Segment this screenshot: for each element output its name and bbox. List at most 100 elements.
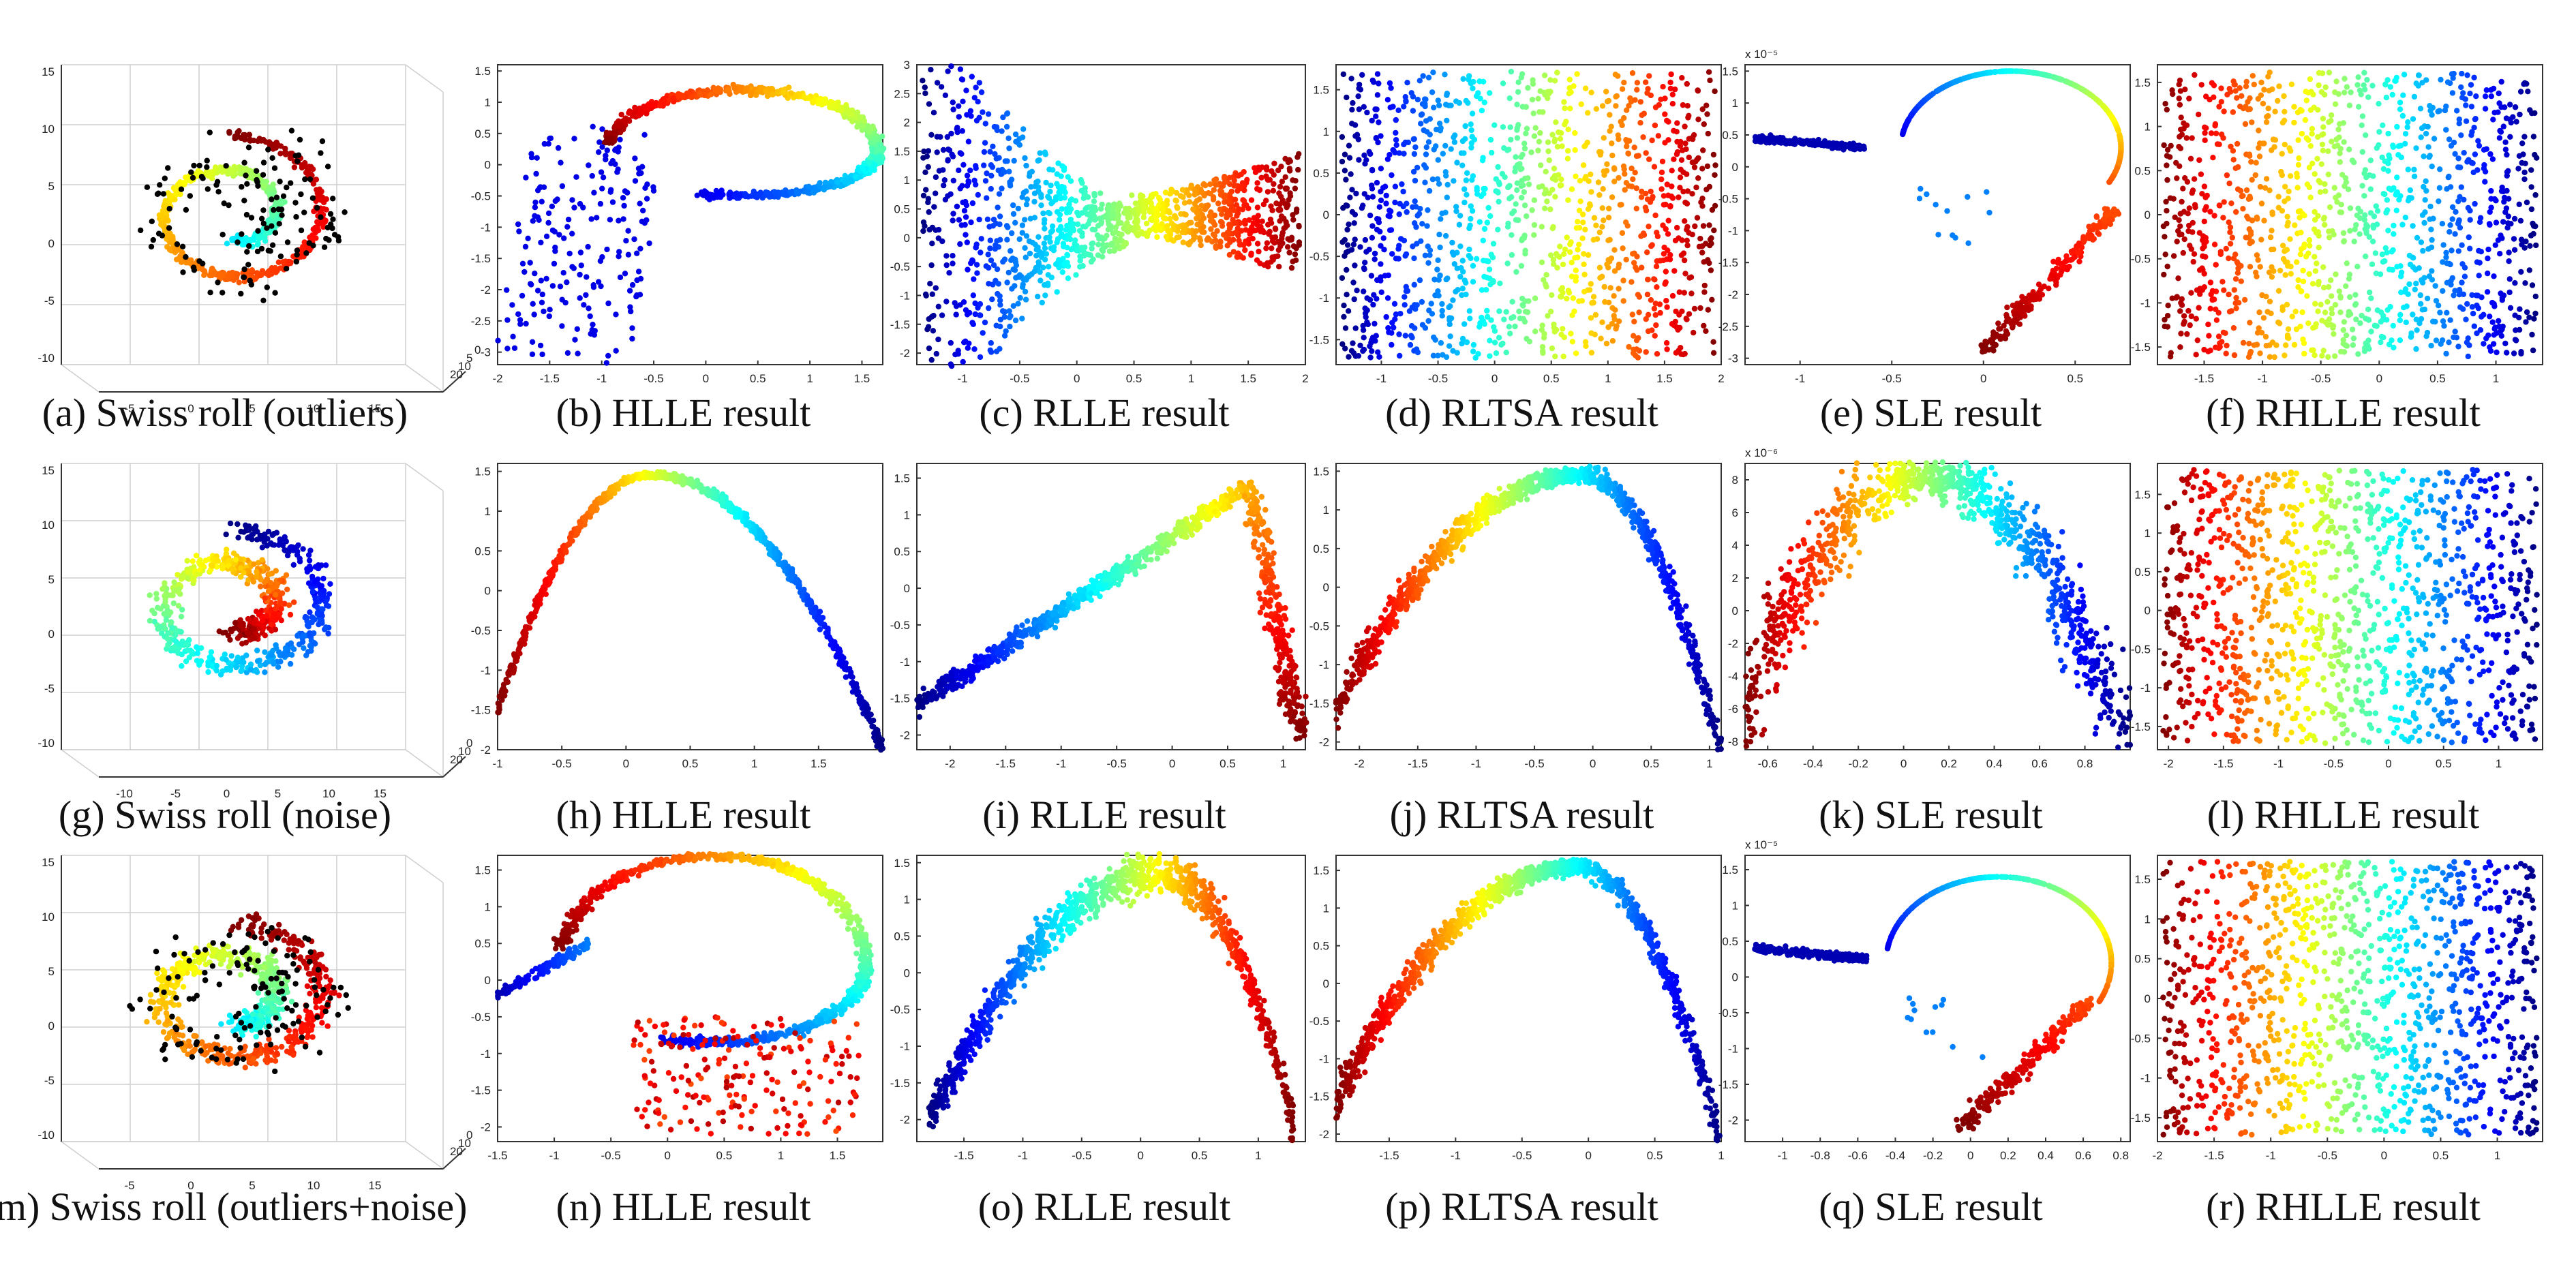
scatter-point: [517, 317, 524, 323]
scatter-point: [1206, 236, 1212, 243]
scatter-point: [1091, 198, 1097, 204]
scatter-point: [1140, 193, 1146, 200]
scatter-point: [254, 168, 260, 174]
scatter-point: [1554, 251, 1560, 257]
scatter-point: [1444, 275, 1451, 281]
scatter-point: [1348, 76, 1354, 82]
scatter-point: [926, 345, 933, 352]
scatter-point: [1493, 350, 1500, 356]
scatter-point: [1622, 171, 1628, 177]
scatter-point: [635, 269, 642, 275]
scatter-point: [1593, 222, 1599, 228]
scatter-point: [1278, 213, 1285, 219]
scatter-point: [1588, 315, 1594, 321]
scatter-point: [226, 129, 232, 136]
scatter-point: [1054, 171, 1061, 177]
scatter-point: [236, 128, 242, 134]
scatter-point: [1367, 151, 1374, 157]
scatter-point: [990, 216, 997, 223]
xtick-label: 0: [1980, 372, 1986, 385]
scatter-point: [1040, 264, 1046, 271]
scatter-point: [1683, 146, 1689, 153]
scatter-point: [538, 277, 544, 284]
scatter-point: [1355, 93, 1361, 100]
scatter-point: [571, 265, 577, 271]
scatter-point: [1388, 85, 1394, 91]
scatter-point: [1564, 234, 1570, 241]
scatter-point: [1057, 195, 1064, 202]
scatter-point: [925, 324, 932, 330]
scatter-point: [1369, 348, 1375, 354]
scatter-point: [1509, 251, 1515, 258]
scatter-point: [960, 162, 967, 168]
scatter-point: [939, 238, 945, 245]
scatter-point: [1004, 110, 1011, 117]
scatter-point: [1688, 290, 1695, 296]
scatter-point: [1183, 211, 1189, 218]
scatter-point: [1286, 157, 1292, 163]
scatter-point: [318, 150, 324, 156]
scatter-point: [1381, 247, 1387, 253]
scatter-point: [1042, 282, 1048, 288]
scatter-point: [1411, 136, 1417, 142]
scatter-point: [972, 311, 979, 318]
scatter-point: [1422, 325, 1429, 331]
scatter-point: [1706, 183, 1713, 190]
scatter-point: [310, 243, 316, 249]
scatter-point: [1089, 204, 1095, 210]
scatter-point: [158, 215, 164, 221]
scatter-point: [1020, 134, 1026, 140]
scatter-point: [598, 283, 604, 290]
scatter-point: [267, 248, 273, 254]
scatter-point: [1424, 129, 1430, 135]
scatter-point: [1387, 80, 1393, 87]
scatter-point: [1693, 184, 1699, 191]
scatter-point: [874, 147, 881, 154]
scatter-point: [1392, 199, 1398, 206]
scatter-point: [1570, 295, 1576, 301]
scatter-point: [1703, 328, 1709, 334]
scatter-point: [1599, 103, 1606, 109]
scatter-point: [1198, 219, 1204, 225]
scatter-point: [515, 311, 521, 318]
scatter-point: [1439, 307, 1445, 314]
scatter-point: [617, 136, 623, 142]
scatter-point: [975, 192, 982, 198]
scatter-point: [821, 187, 828, 193]
scatter-point: [927, 281, 933, 287]
scatter-point: [963, 338, 969, 344]
scatter-point: [1470, 279, 1476, 285]
scatter-point: [638, 170, 644, 177]
scatter-point: [960, 358, 966, 365]
scatter-point: [621, 202, 627, 209]
scatter-point: [1664, 346, 1670, 352]
scatter-point: [1531, 222, 1538, 228]
scatter-point: [969, 258, 976, 264]
scatter-point: [1344, 94, 1350, 101]
scatter-point: [1525, 175, 1531, 181]
scatter-point: [990, 143, 996, 149]
scatter-point: [701, 189, 708, 196]
scatter-point: [977, 354, 984, 361]
scatter-point: [1531, 197, 1538, 203]
scatter-point: [1684, 237, 1690, 243]
scatter-point: [1438, 340, 1444, 346]
scatter-point: [1250, 220, 1257, 226]
scatter-point: [1258, 228, 1264, 234]
scatter-point: [1995, 320, 2001, 326]
scatter-point: [1377, 228, 1383, 234]
scatter-point: [1360, 327, 1367, 333]
scatter-point: [982, 178, 989, 184]
scatter-point: [1686, 154, 1692, 161]
scatter-point: [1558, 294, 1564, 300]
scatter-point: [1092, 217, 1098, 223]
scatter-point: [200, 175, 206, 181]
scatter-point: [1378, 133, 1384, 139]
scatter-point: [1401, 151, 1407, 157]
scatter-point: [1710, 350, 1717, 356]
scatter-point: [2095, 230, 2101, 236]
scatter-point: [957, 241, 963, 247]
scatter-point: [1389, 172, 1395, 179]
scatter-point: [1264, 166, 1270, 173]
scatter-point: [1173, 189, 1180, 196]
